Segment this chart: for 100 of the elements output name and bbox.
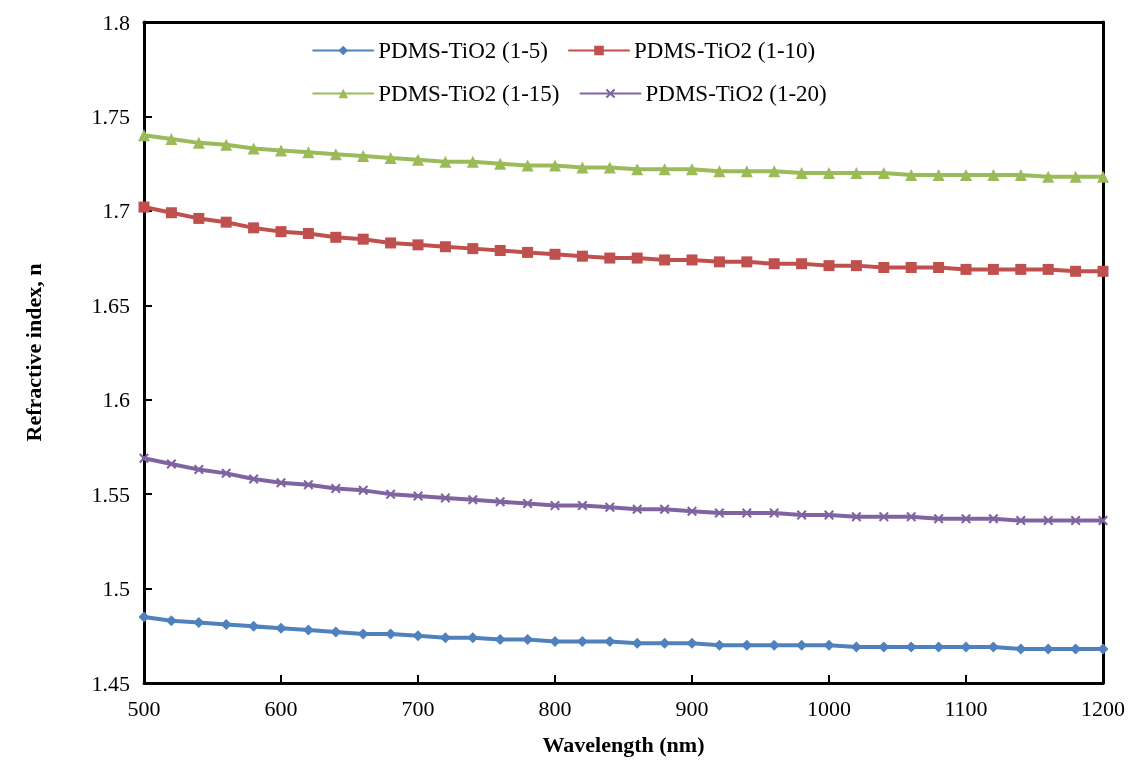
point	[165, 133, 178, 146]
point	[741, 508, 752, 519]
point	[714, 508, 725, 519]
point	[878, 262, 890, 274]
point	[549, 248, 561, 260]
x-tick-label: 700	[401, 695, 435, 721]
point	[659, 254, 671, 266]
point	[604, 252, 616, 264]
point	[796, 509, 807, 520]
x-tick-label: 900	[675, 695, 709, 721]
point	[1015, 263, 1027, 275]
point	[440, 492, 451, 503]
point	[220, 138, 233, 151]
point	[576, 161, 589, 174]
point	[1042, 170, 1055, 183]
point	[439, 155, 452, 168]
point	[604, 502, 615, 513]
point	[467, 243, 479, 255]
point	[960, 168, 972, 181]
point	[1070, 515, 1081, 526]
x-axis-title: Wavelength (nm)	[542, 731, 705, 757]
point	[988, 513, 999, 524]
legend-label: PDMS-TiO2 (1-20)	[645, 81, 827, 106]
point	[905, 168, 918, 181]
point	[686, 254, 698, 266]
point	[550, 500, 560, 511]
point	[961, 513, 971, 524]
point	[1070, 265, 1082, 277]
point	[275, 226, 287, 238]
point	[522, 498, 533, 509]
point	[302, 228, 314, 240]
point	[632, 504, 643, 515]
point	[577, 500, 588, 511]
point	[412, 239, 424, 251]
x-tick-label: 600	[264, 695, 298, 721]
point	[823, 260, 835, 272]
point	[878, 511, 889, 522]
point	[247, 142, 260, 155]
point	[521, 159, 534, 172]
point	[302, 146, 315, 159]
y-tick-label: 1.7	[102, 198, 130, 224]
point	[248, 474, 259, 485]
point	[851, 511, 862, 522]
point	[659, 504, 670, 515]
point	[686, 163, 698, 176]
point	[248, 222, 260, 234]
x-tick-label: 1200	[1081, 695, 1125, 721]
point	[276, 477, 286, 488]
point	[933, 262, 945, 274]
point	[193, 212, 205, 224]
x-tick-label: 800	[538, 695, 572, 721]
point	[494, 245, 506, 257]
point	[303, 479, 314, 490]
point	[824, 509, 834, 520]
point	[138, 611, 150, 623]
legend-label: PDMS-TiO2 (1-5)	[378, 38, 549, 63]
point	[357, 150, 370, 163]
point	[877, 167, 890, 180]
point	[906, 511, 917, 522]
point	[439, 241, 451, 253]
legend-label: PDMS-TiO2 (1-15)	[378, 81, 560, 106]
y-axis-title: Refractive index, n	[20, 263, 46, 442]
point	[769, 508, 780, 519]
point	[166, 458, 177, 469]
point	[987, 263, 999, 275]
point	[850, 260, 862, 272]
y-tick-label: 1.8	[102, 9, 130, 35]
point	[549, 159, 561, 172]
point	[658, 163, 671, 176]
y-tick-label: 1.65	[91, 292, 130, 318]
point	[467, 494, 478, 505]
point	[905, 262, 917, 274]
point	[932, 168, 945, 181]
point	[329, 148, 342, 161]
x-tick-label: 500	[127, 695, 161, 721]
point	[960, 263, 972, 275]
point	[330, 231, 342, 243]
point	[1043, 515, 1054, 526]
point	[1097, 170, 1109, 183]
point	[795, 167, 808, 180]
point	[413, 491, 423, 502]
point	[358, 485, 369, 496]
point	[1097, 265, 1109, 277]
point	[1098, 515, 1108, 526]
point	[768, 258, 780, 270]
point	[1014, 168, 1027, 181]
point	[192, 136, 205, 149]
point	[740, 165, 753, 178]
y-tick-label: 1.45	[91, 670, 130, 696]
point	[768, 165, 781, 178]
point	[603, 161, 616, 174]
point	[138, 201, 150, 213]
point	[850, 167, 863, 180]
point	[741, 256, 753, 268]
point	[823, 167, 835, 180]
point	[384, 151, 397, 164]
point	[220, 216, 232, 228]
point	[412, 153, 424, 166]
y-tick-label: 1.6	[102, 387, 130, 413]
x-tick-label: 1100	[944, 695, 988, 721]
